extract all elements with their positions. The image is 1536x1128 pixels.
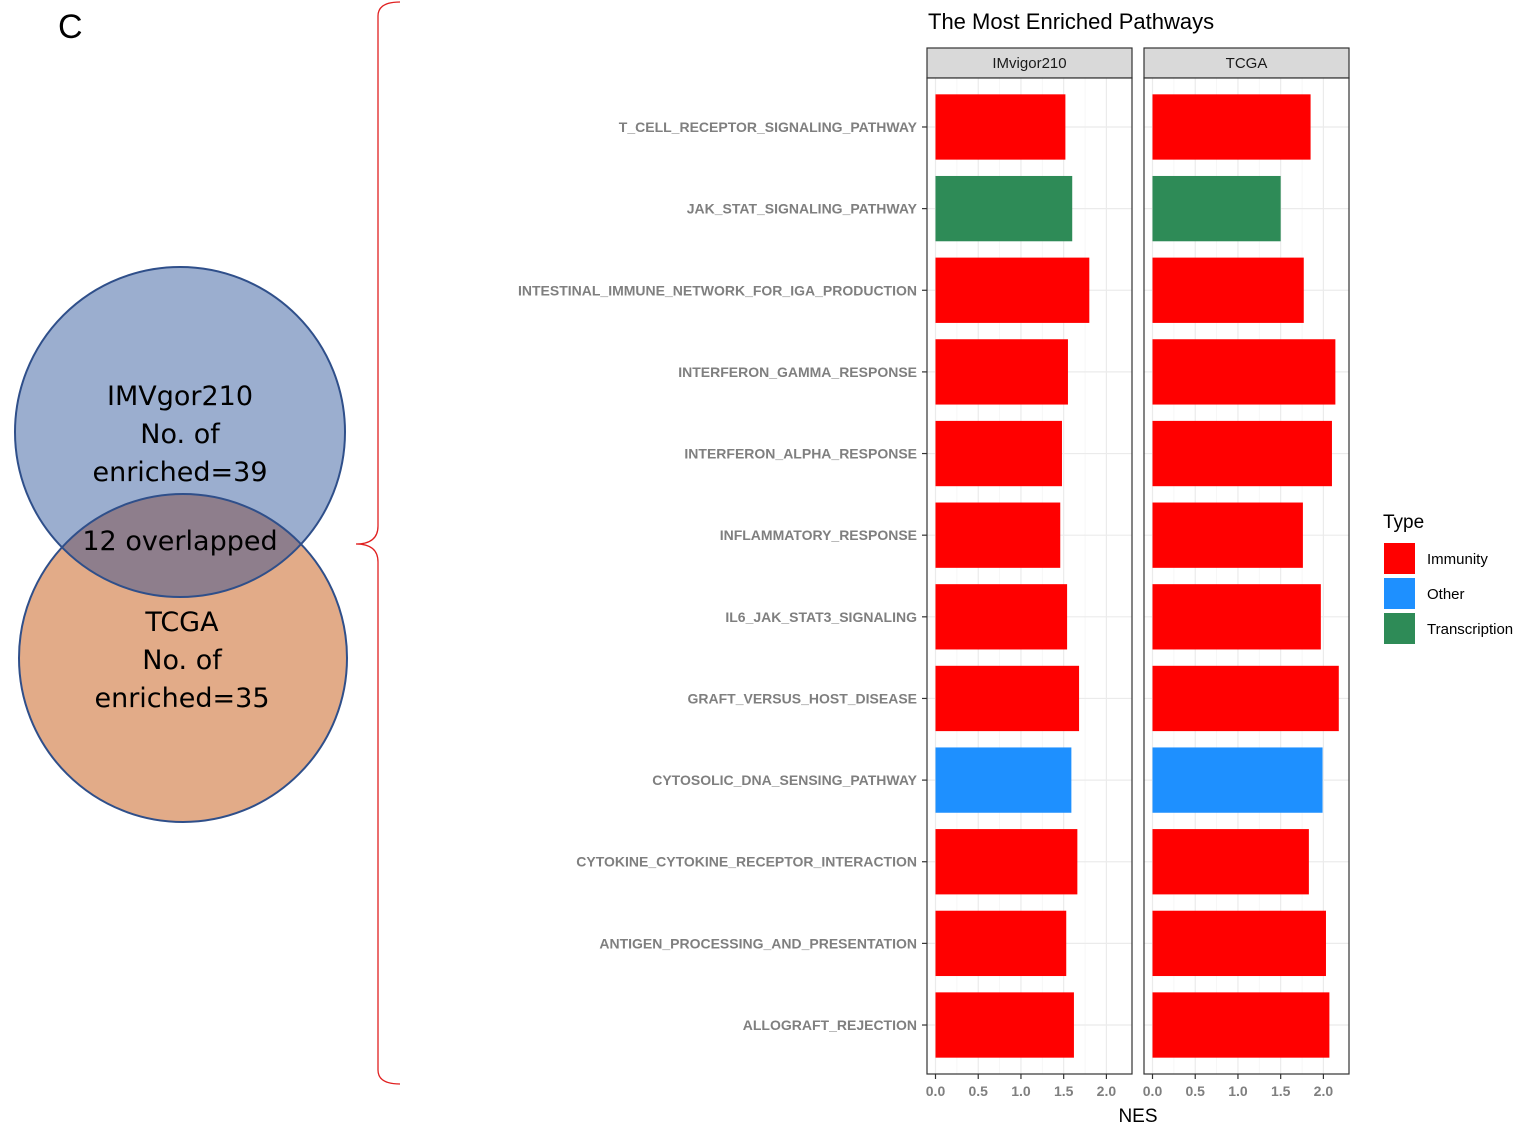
category-label: CYTOKINE_CYTOKINE_RECEPTOR_INTERACTION [576, 854, 917, 870]
x-tick-label: 1.0 [1228, 1083, 1248, 1099]
legend-label-transcription: Transcription [1427, 621, 1513, 638]
venn-b-line2: enriched=35 [94, 683, 269, 714]
bar-tcga-interferon-gamma-response [1152, 339, 1336, 405]
bar-tcga-antigen-processing-and-presentation [1152, 910, 1326, 977]
bar-imvigor210-jak-stat-signaling-pathway [935, 175, 1073, 242]
legend-title: Type [1383, 512, 1424, 533]
facet-panel-tcga: TCGA 0.0 0.5 1.0 1.5 2.0 [1143, 47, 1350, 1099]
category-label: INTESTINAL_IMMUNE_NETWORK_FOR_IGA_PRODUC… [518, 282, 917, 298]
category-label: INTERFERON_GAMMA_RESPONSE [678, 364, 917, 380]
bar-tcga-intestinal-immune-network-for-iga-production [1152, 257, 1304, 323]
panel-border [1143, 77, 1350, 1075]
bar-imvigor210-intestinal-immune-network-for-iga-production [935, 257, 1090, 323]
bar-imvigor210-t-cell-receptor-signaling-pathway [935, 94, 1066, 160]
x-tick-label: 0.5 [1185, 1083, 1205, 1099]
legend-swatch-transcription [1384, 613, 1415, 644]
facet-strip-label: IMvigor210 [992, 55, 1066, 72]
panel-border [926, 77, 1133, 1075]
legend-swatch-immunity [1384, 543, 1415, 574]
legend-items: Immunity Other Transcription [1384, 543, 1513, 644]
facet-strip [926, 47, 1133, 79]
panel-letter: C [58, 8, 83, 46]
venn-a-line1: No. of [140, 419, 221, 450]
bar-tcga-cytokine-cytokine-receptor-interaction [1152, 829, 1309, 895]
venn-outline-tcga [18, 493, 348, 823]
bar-imvigor210-cytosolic-dna-sensing-pathway [935, 747, 1072, 813]
venn-diagram: IMVgor210 No. of enriched=39 12 overlapp… [14, 266, 348, 823]
venn-a-name: IMVgor210 [107, 381, 253, 412]
category-label: JAK_STAT_SIGNALING_PATHWAY [687, 201, 918, 217]
legend-swatch-other [1384, 578, 1415, 609]
legend-label-other: Other [1427, 586, 1465, 603]
bar-imvigor210-graft-versus-host-disease [935, 665, 1080, 732]
x-tick-label: 0.0 [1143, 1083, 1163, 1099]
chart-title: The Most Enriched Pathways [928, 9, 1214, 34]
plot-background [1144, 78, 1349, 1074]
bar-tcga-t-cell-receptor-signaling-pathway [1152, 94, 1311, 160]
facet-strip-label: TCGA [1226, 55, 1268, 72]
x-tick-label: 1.5 [1054, 1083, 1074, 1099]
bar-imvigor210-interferon-gamma-response [935, 339, 1068, 405]
facet-panels: IMvigor210 0.0 0.5 1.0 1.5 2.0 TCGA 0.0 0.5 1.0 1.… [926, 47, 1350, 1099]
x-tick-label: 0.0 [926, 1083, 946, 1099]
category-label: IL6_JAK_STAT3_SIGNALING [725, 609, 917, 625]
category-label: ALLOGRAFT_REJECTION [743, 1017, 917, 1033]
x-tick-label: 0.5 [968, 1083, 988, 1099]
category-label: CYTOSOLIC_DNA_SENSING_PATHWAY [652, 772, 917, 788]
bar-imvigor210-inflammatory-response [935, 502, 1061, 568]
x-tick-label: 2.0 [1314, 1083, 1334, 1099]
category-label: INTERFERON_ALPHA_RESPONSE [684, 446, 917, 462]
bar-imvigor210-antigen-processing-and-presentation [935, 910, 1067, 977]
bar-tcga-graft-versus-host-disease [1152, 665, 1339, 732]
curly-brace [355, 1, 401, 1085]
x-tick-label: 1.0 [1011, 1083, 1031, 1099]
bar-tcga-cytosolic-dna-sensing-pathway [1152, 747, 1323, 813]
legend-label-immunity: Immunity [1427, 551, 1488, 568]
category-label: GRAFT_VERSUS_HOST_DISEASE [688, 690, 918, 706]
category-label: ANTIGEN_PROCESSING_AND_PRESENTATION [599, 935, 917, 951]
plot-background [927, 78, 1132, 1074]
bar-tcga-allograft-rejection [1152, 992, 1330, 1058]
venn-outline-imvgor210 [14, 266, 346, 598]
bar-tcga-inflammatory-response [1152, 502, 1303, 568]
bar-chart: The Most Enriched Pathways IMvigor210 0.0… [518, 9, 1513, 1127]
facet-strip [1143, 47, 1350, 79]
x-axis-title: NES [1118, 1106, 1157, 1127]
venn-b-name: TCGA [144, 607, 219, 638]
x-tick-label: 2.0 [1097, 1083, 1117, 1099]
bar-tcga-interferon-alpha-response [1152, 420, 1332, 487]
category-label: T_CELL_RECEPTOR_SIGNALING_PATHWAY [619, 119, 918, 135]
category-label: INFLAMMATORY_RESPONSE [720, 527, 917, 543]
category-labels: T_CELL_RECEPTOR_SIGNALING_PATHWAY JAK_STA… [518, 119, 927, 1033]
x-tick-label: 1.5 [1271, 1083, 1291, 1099]
facet-panel-imvigor210: IMvigor210 0.0 0.5 1.0 1.5 2.0 [926, 47, 1133, 1099]
bar-tcga-jak-stat-signaling-pathway [1152, 175, 1281, 242]
bar-imvigor210-allograft-rejection [935, 992, 1074, 1058]
venn-overlap-label: 12 overlapped [82, 526, 277, 557]
bar-tcga-il6-jak-stat3-signaling [1152, 584, 1321, 650]
legend: Type Immunity Other Transcription [1383, 512, 1513, 644]
venn-a-line2: enriched=39 [92, 457, 267, 488]
venn-b-line1: No. of [142, 645, 223, 676]
bar-imvigor210-il6-jak-stat3-signaling [935, 584, 1068, 650]
bar-imvigor210-interferon-alpha-response [935, 420, 1062, 487]
bar-imvigor210-cytokine-cytokine-receptor-interaction [935, 829, 1078, 895]
